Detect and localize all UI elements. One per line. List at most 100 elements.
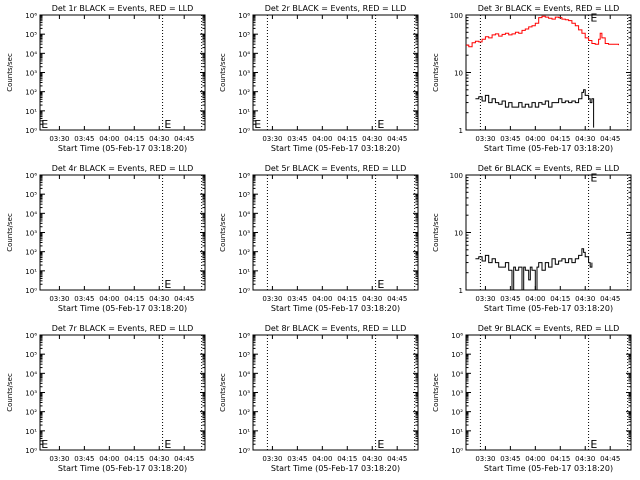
x-tick-label: 04:00 bbox=[99, 295, 119, 303]
x-tick-label: 04:00 bbox=[99, 455, 119, 463]
y-tick-label: 10⁴ bbox=[238, 50, 250, 58]
y-tick-label: 10⁵ bbox=[451, 351, 463, 359]
y-tick-label: 10³ bbox=[238, 230, 250, 238]
y-axis-label: Counts/sec bbox=[432, 213, 440, 252]
y-axis-label: Counts/sec bbox=[219, 53, 227, 92]
x-tick-label: 04:30 bbox=[362, 135, 382, 143]
y-axis-label: Counts/sec bbox=[219, 373, 227, 412]
event-marker: E bbox=[164, 278, 171, 291]
y-tick-label: 10⁰ bbox=[238, 447, 250, 455]
y-tick-label: 10² bbox=[238, 249, 250, 257]
y-tick-label: 10² bbox=[238, 89, 250, 97]
x-tick-label: 04:00 bbox=[312, 455, 332, 463]
plot-frame bbox=[252, 174, 419, 291]
y-tick-label: 10³ bbox=[25, 390, 37, 398]
y-tick-label: 10⁵ bbox=[25, 351, 37, 359]
y-tick-label: 10³ bbox=[238, 70, 250, 78]
x-tick-label: 04:00 bbox=[525, 135, 545, 143]
y-tick-label: 10³ bbox=[25, 70, 37, 78]
panel-title: Det 7r BLACK = Events, RED = LLD bbox=[52, 324, 194, 333]
event-marker: E bbox=[590, 438, 597, 451]
x-tick-label: 03:30 bbox=[262, 295, 282, 303]
y-tick-label: 10¹ bbox=[238, 268, 250, 276]
x-tick-label: 04:30 bbox=[575, 455, 595, 463]
x-tick-label: 04:45 bbox=[387, 295, 407, 303]
x-tick-label: 04:45 bbox=[174, 455, 194, 463]
panel-title: Det 8r BLACK = Events, RED = LLD bbox=[265, 324, 407, 333]
plot-frame bbox=[39, 174, 206, 291]
panel-title: Det 2r BLACK = Events, RED = LLD bbox=[265, 4, 407, 13]
plot-frame bbox=[465, 14, 632, 131]
x-axis-label: Start Time (05-Feb-17 03:18:20) bbox=[271, 304, 400, 313]
y-tick-label: 10 bbox=[454, 70, 463, 78]
detector-panel-7: Det 7r BLACK = Events, RED = LLD 10⁰ 10¹ 10… bbox=[6, 324, 206, 473]
y-tick-label: 10⁰ bbox=[25, 287, 37, 295]
y-tick-label: 10⁵ bbox=[238, 31, 250, 39]
x-tick-label: 03:30 bbox=[262, 455, 282, 463]
x-tick-label: 04:45 bbox=[387, 135, 407, 143]
y-tick-label: 10⁴ bbox=[25, 210, 37, 218]
panel-title: Det 4r BLACK = Events, RED = LLD bbox=[52, 164, 194, 173]
x-tick-label: 04:30 bbox=[149, 455, 169, 463]
x-tick-label: 04:30 bbox=[362, 295, 382, 303]
y-tick-label: 10³ bbox=[238, 390, 250, 398]
x-tick-label: 04:15 bbox=[124, 295, 144, 303]
x-tick-label: 04:00 bbox=[99, 135, 119, 143]
x-tick-label: 04:30 bbox=[362, 455, 382, 463]
x-tick-label: 03:30 bbox=[475, 295, 495, 303]
y-tick-label: 10⁶ bbox=[238, 172, 250, 180]
y-tick-label: 10⁵ bbox=[25, 31, 37, 39]
y-tick-label: 10⁴ bbox=[238, 370, 250, 378]
x-tick-label: 03:30 bbox=[475, 455, 495, 463]
y-tick-label: 10⁴ bbox=[451, 370, 463, 378]
y-axis-label: Counts/sec bbox=[432, 373, 440, 412]
event-marker: E bbox=[377, 438, 384, 451]
x-tick-label: 04:15 bbox=[124, 455, 144, 463]
y-tick-label: 10² bbox=[25, 249, 37, 257]
x-tick-label: 03:45 bbox=[500, 295, 520, 303]
detector-panel-8: Det 8r BLACK = Events, RED = LLD 10⁰ 10¹ 10… bbox=[219, 324, 419, 473]
x-tick-label: 04:45 bbox=[600, 295, 620, 303]
event-marker: E bbox=[41, 438, 48, 451]
detector-panel-2: Det 2r BLACK = Events, RED = LLD 10⁰ 10¹ 10… bbox=[219, 4, 419, 153]
y-tick-label: 10¹ bbox=[451, 428, 463, 436]
y-tick-label: 10¹ bbox=[25, 108, 37, 116]
series-events bbox=[475, 248, 593, 291]
y-tick-label: 10⁶ bbox=[238, 332, 250, 340]
panel-title: Det 3r BLACK = Events, RED = LLD bbox=[478, 4, 620, 13]
x-axis-label: Start Time (05-Feb-17 03:18:20) bbox=[58, 144, 187, 153]
y-tick-label: 10⁰ bbox=[25, 127, 37, 135]
x-tick-label: 04:45 bbox=[600, 455, 620, 463]
y-tick-label: 100 bbox=[450, 12, 463, 20]
detector-panel-9: Det 9r BLACK = Events, RED = LLD 10⁰ 10¹ 10… bbox=[432, 324, 632, 473]
detector-panel-6: Det 6r BLACK = Events, RED = LLD 1 10 100 Co… bbox=[432, 164, 632, 313]
x-axis-label: Start Time (05-Feb-17 03:18:20) bbox=[484, 144, 613, 153]
detector-panel-1: Det 1r BLACK = Events, RED = LLD 10⁰ 10¹ 10… bbox=[6, 4, 206, 153]
x-axis-label: Start Time (05-Feb-17 03:18:20) bbox=[271, 464, 400, 473]
y-tick-label: 10⁵ bbox=[25, 191, 37, 199]
x-tick-label: 04:45 bbox=[174, 135, 194, 143]
event-marker: E bbox=[590, 12, 597, 25]
x-tick-label: 04:15 bbox=[337, 135, 357, 143]
x-tick-label: 03:45 bbox=[74, 455, 94, 463]
x-tick-label: 03:45 bbox=[287, 455, 307, 463]
x-tick-label: 04:45 bbox=[387, 455, 407, 463]
y-tick-label: 10⁶ bbox=[25, 12, 37, 20]
plot-frame bbox=[465, 174, 632, 291]
x-tick-label: 04:00 bbox=[525, 295, 545, 303]
y-tick-label: 1 bbox=[459, 127, 463, 135]
y-axis-label: Counts/sec bbox=[6, 213, 14, 252]
plot-frame bbox=[465, 334, 632, 451]
y-tick-label: 10⁰ bbox=[238, 287, 250, 295]
x-tick-label: 03:30 bbox=[49, 135, 69, 143]
panel-title: Det 6r BLACK = Events, RED = LLD bbox=[478, 164, 620, 173]
event-marker: E bbox=[377, 118, 384, 131]
y-axis-label: Counts/sec bbox=[219, 213, 227, 252]
x-tick-label: 04:15 bbox=[337, 295, 357, 303]
x-tick-label: 03:45 bbox=[287, 135, 307, 143]
x-axis-label: Start Time (05-Feb-17 03:18:20) bbox=[484, 304, 613, 313]
event-marker: E bbox=[377, 278, 384, 291]
plot-frame bbox=[252, 334, 419, 451]
x-tick-label: 04:30 bbox=[575, 135, 595, 143]
y-tick-label: 10¹ bbox=[25, 268, 37, 276]
